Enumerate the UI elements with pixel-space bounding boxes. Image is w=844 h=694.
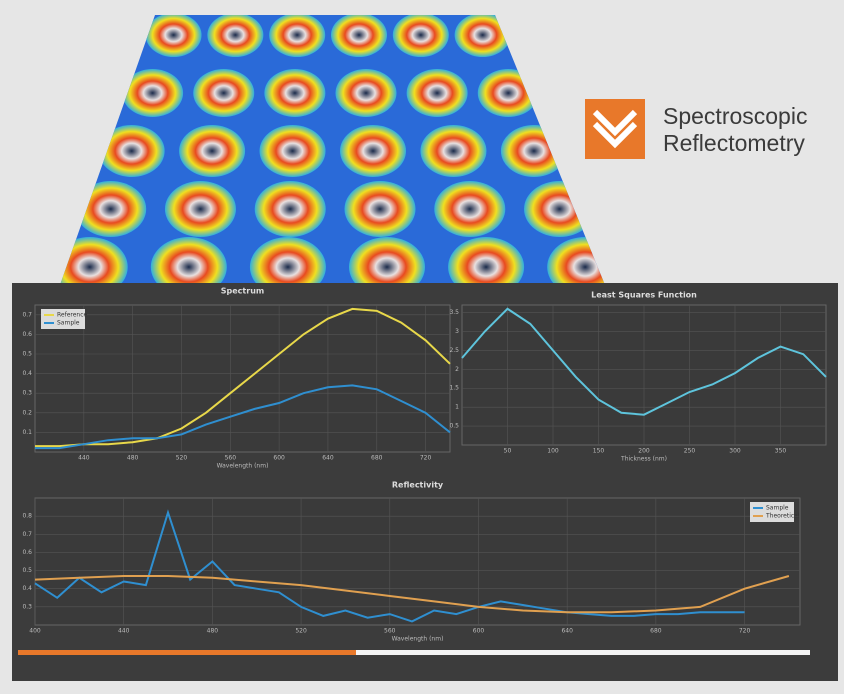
x-tick-label: 50 bbox=[504, 448, 512, 455]
x-tick-label: 720 bbox=[420, 455, 432, 462]
chart-title: Reflectivity bbox=[392, 481, 444, 490]
series-line bbox=[34, 509, 745, 623]
legend-label: Sample bbox=[57, 320, 80, 327]
series-line bbox=[461, 307, 827, 416]
x-tick-label: 150 bbox=[593, 448, 605, 455]
pit bbox=[193, 69, 255, 117]
y-tick-label: 0.1 bbox=[22, 429, 32, 436]
progress-fill bbox=[18, 650, 356, 655]
y-tick-label: 0.6 bbox=[22, 549, 32, 556]
x-tick-label: 640 bbox=[561, 628, 573, 635]
x-tick-label: 640 bbox=[322, 455, 334, 462]
y-tick-label: 1 bbox=[455, 404, 459, 411]
x-tick-label: 560 bbox=[384, 628, 396, 635]
y-tick-label: 0.3 bbox=[22, 390, 32, 397]
legend-label: Theoretical bbox=[765, 513, 800, 520]
x-tick-label: 680 bbox=[650, 628, 662, 635]
x-tick-label: 560 bbox=[225, 455, 237, 462]
surface-map bbox=[60, 15, 605, 285]
x-axis-label: Wavelength (nm) bbox=[217, 463, 269, 470]
y-tick-label: 0.4 bbox=[22, 585, 32, 592]
pit bbox=[331, 15, 387, 57]
pit bbox=[207, 15, 264, 57]
y-tick-label: 0.5 bbox=[22, 567, 32, 574]
y-tick-label: 0.2 bbox=[22, 409, 32, 416]
pit bbox=[75, 181, 147, 237]
pit bbox=[344, 181, 416, 237]
x-tick-label: 400 bbox=[29, 628, 41, 635]
y-tick-label: 3 bbox=[455, 328, 459, 335]
series-line bbox=[35, 307, 451, 448]
progress-track bbox=[18, 650, 810, 655]
pit bbox=[179, 125, 246, 177]
y-tick-label: 0.5 bbox=[22, 351, 32, 358]
pit bbox=[335, 69, 397, 117]
pit bbox=[448, 237, 525, 285]
x-tick-label: 480 bbox=[127, 455, 139, 462]
x-tick-label: 720 bbox=[739, 628, 751, 635]
logo-line: Reflectometry bbox=[663, 130, 805, 156]
pit bbox=[254, 181, 326, 237]
logo: Spectroscopic Reflectometry bbox=[585, 99, 807, 159]
pit bbox=[477, 69, 539, 117]
pit bbox=[392, 15, 449, 57]
x-tick-label: 680 bbox=[371, 455, 383, 462]
x-tick-label: 440 bbox=[78, 455, 90, 462]
x-tick-label: 200 bbox=[638, 448, 650, 455]
x-tick-label: 600 bbox=[273, 455, 285, 462]
series-line bbox=[35, 384, 451, 450]
legend-label: Sample bbox=[766, 505, 789, 512]
pit bbox=[406, 69, 468, 117]
pit bbox=[264, 69, 326, 117]
y-tick-label: 2.5 bbox=[449, 347, 459, 354]
x-axis-label: Thickness (nm) bbox=[620, 456, 667, 463]
y-tick-label: 0.3 bbox=[22, 603, 32, 610]
pit bbox=[122, 69, 184, 117]
pit bbox=[454, 15, 511, 57]
pit bbox=[349, 237, 425, 285]
pit bbox=[340, 125, 406, 177]
x-axis-label: Wavelength (nm) bbox=[392, 636, 444, 643]
y-tick-label: 0.8 bbox=[22, 513, 32, 520]
pit bbox=[249, 237, 326, 285]
y-tick-label: 2 bbox=[455, 366, 459, 373]
x-tick-label: 520 bbox=[176, 455, 188, 462]
plot-area bbox=[34, 304, 451, 453]
y-tick-label: 0.5 bbox=[449, 423, 459, 430]
chart-title: Least Squares Function bbox=[591, 291, 697, 300]
y-tick-label: 1.5 bbox=[449, 385, 459, 392]
pit bbox=[145, 15, 202, 57]
pit bbox=[420, 125, 487, 177]
logo-line: Spectroscopic bbox=[663, 103, 807, 129]
y-tick-label: 0.7 bbox=[22, 311, 32, 318]
y-tick-label: 0.7 bbox=[22, 531, 32, 538]
chart-title: Spectrum bbox=[221, 287, 264, 296]
pit bbox=[98, 125, 165, 177]
pit bbox=[434, 181, 506, 237]
pit bbox=[259, 125, 326, 177]
x-tick-label: 350 bbox=[775, 448, 787, 455]
pit bbox=[500, 125, 567, 177]
pit bbox=[269, 15, 326, 57]
x-tick-label: 600 bbox=[473, 628, 485, 635]
x-tick-label: 520 bbox=[295, 628, 307, 635]
x-tick-label: 250 bbox=[684, 448, 696, 455]
pit bbox=[524, 181, 596, 237]
pit bbox=[164, 181, 236, 237]
pit bbox=[150, 237, 227, 285]
x-tick-label: 300 bbox=[729, 448, 741, 455]
x-tick-label: 100 bbox=[547, 448, 559, 455]
series-line bbox=[34, 575, 790, 614]
x-tick-label: 440 bbox=[118, 628, 130, 635]
y-tick-label: 0.6 bbox=[22, 331, 32, 338]
y-tick-label: 0.4 bbox=[22, 370, 32, 377]
plot-area bbox=[34, 497, 801, 626]
x-tick-label: 480 bbox=[207, 628, 219, 635]
legend-label: Reference bbox=[57, 312, 88, 319]
y-tick-label: 3.5 bbox=[449, 309, 459, 316]
